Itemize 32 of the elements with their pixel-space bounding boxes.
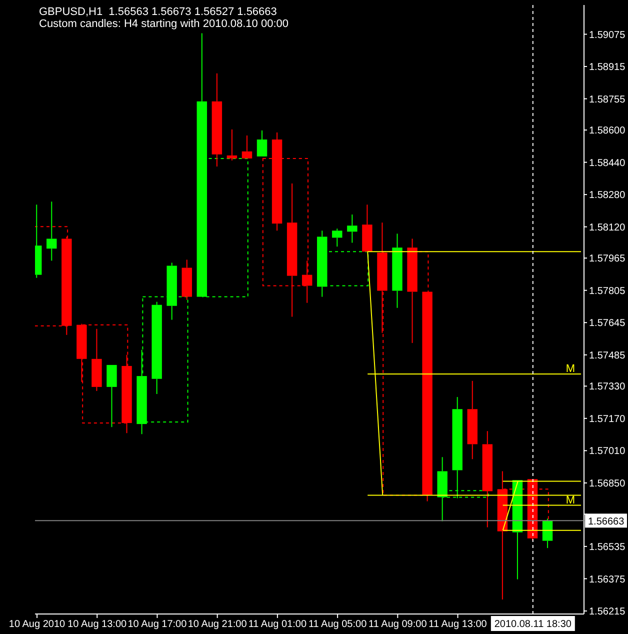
x-tick-label: 11 Aug 13:00: [428, 619, 488, 630]
y-tick-label: 1.57965: [589, 254, 626, 265]
x-tick-label: 11 Aug 05:00: [308, 619, 368, 630]
y-tick-label: 1.58600: [589, 126, 626, 137]
y-tick-label: 1.59075: [589, 30, 626, 41]
y-tick-label: 1.58755: [589, 94, 626, 106]
y-tick-label: 1.56535: [589, 542, 626, 553]
x-tick-label: 10 Aug 13:00: [68, 619, 128, 630]
y-tick-label: 1.58440: [589, 158, 626, 169]
annotation: M: [566, 363, 576, 376]
chart-title: GBPUSD,H1 1.56563 1.56673 1.56527 1.56663: [39, 6, 278, 18]
y-tick-label: 1.56375: [589, 574, 626, 586]
y-tick-label: 1.58915: [589, 62, 626, 74]
x-tick-label: 10 Aug 21:00: [188, 619, 248, 630]
x-tick-label: 10 Aug 17:00: [128, 619, 188, 630]
y-tick-label: 1.58120: [589, 222, 626, 234]
text: Custom candles: H4 starting with 2010.08.10 00:00: [39, 18, 288, 30]
x-tick-label: 10 Aug 2010: [8, 619, 66, 630]
ref-line-label: 2010.08.11 18:30: [494, 619, 572, 630]
y-tick-label: 1.57485: [589, 350, 626, 362]
y-tick-label: 1.56215: [589, 606, 626, 618]
x-tick-label: 11 Aug 01:00: [248, 619, 307, 630]
y-tick-label: 1.57645: [589, 318, 626, 330]
y-tick-label: 1.57330: [589, 382, 626, 393]
y-tick-label: 1.57170: [589, 414, 626, 425]
ref-line-label: 1.56663: [588, 516, 625, 528]
y-tick-label: 1.57010: [589, 446, 626, 458]
annotation: M: [566, 494, 576, 506]
x-tick-label: 11 Aug 09:00: [368, 619, 428, 630]
y-tick-label: 1.57805: [589, 286, 626, 297]
y-tick-label: 1.58280: [589, 190, 626, 202]
y-tick-label: 1.56850: [589, 478, 626, 490]
